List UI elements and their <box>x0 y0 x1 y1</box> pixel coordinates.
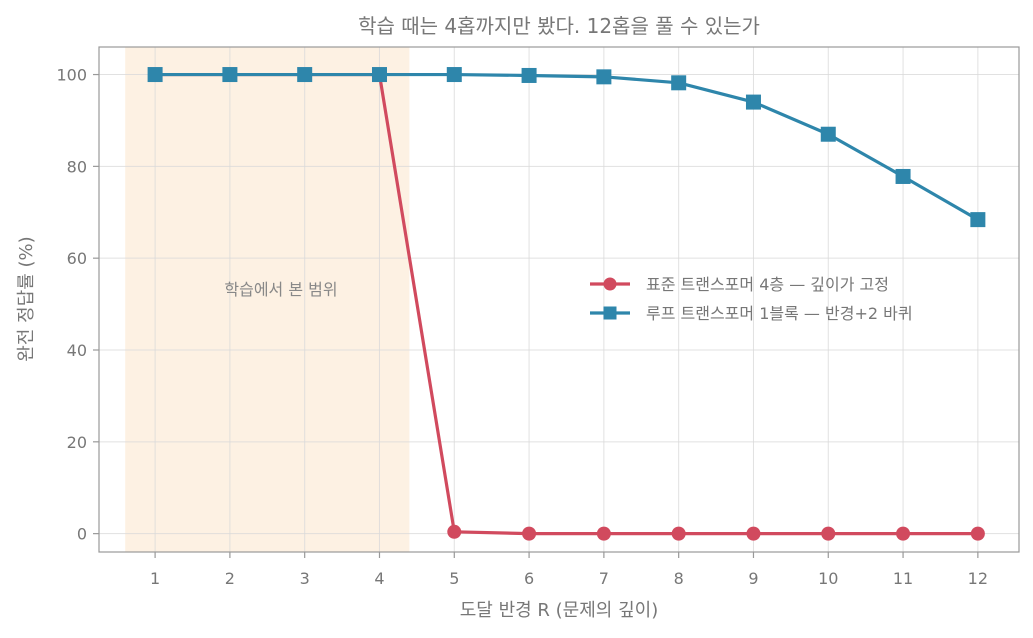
series-point-0 <box>522 526 537 541</box>
series-point-1 <box>895 168 911 184</box>
x-tick-label: 6 <box>524 569 534 588</box>
series-point-1 <box>222 67 238 83</box>
series-point-0 <box>596 526 611 541</box>
plot-frame <box>98 46 1020 553</box>
series-point-1 <box>820 126 836 142</box>
y-tick-label: 20 <box>67 433 87 452</box>
legend-label-standard: 표준 트랜스포머 4층 — 깊이가 고정 <box>646 275 889 294</box>
series-point-1 <box>147 67 163 83</box>
series-point-0 <box>671 526 686 541</box>
y-axis-label: 완전 정답률 (%) <box>16 236 37 361</box>
training-range-shade <box>125 47 410 552</box>
x-tick-label: 2 <box>225 569 235 588</box>
training-range-label: 학습에서 본 범위 <box>224 280 337 299</box>
series-point-0 <box>970 526 985 541</box>
series-point-1 <box>596 69 612 85</box>
series-point-1 <box>970 212 986 228</box>
x-axis-label: 도달 반경 R (문제의 깊이) <box>460 600 658 621</box>
x-tick-label: 12 <box>968 569 988 588</box>
legend-label-loop: 루프 트랜스포머 1블록 — 반경+2 바퀴 <box>646 304 913 323</box>
series-point-0 <box>447 524 462 539</box>
x-tick-label: 5 <box>449 569 459 588</box>
series-point-1 <box>745 94 761 110</box>
y-tick-label: 0 <box>77 525 87 544</box>
x-tick-label: 4 <box>374 569 384 588</box>
series-point-1 <box>371 67 387 83</box>
legend-entry-standard: 표준 트랜스포머 4층 — 깊이가 고정 <box>590 275 889 294</box>
series-point-1 <box>671 75 687 91</box>
legend-entry-loop: 루프 트랜스포머 1블록 — 반경+2 바퀴 <box>590 304 913 323</box>
grid-layer <box>99 47 1019 552</box>
series-point-0 <box>746 526 761 541</box>
legend: 표준 트랜스포머 4층 — 깊이가 고정 루프 트랜스포머 1블록 — 반경+2… <box>590 275 913 323</box>
series-point-0 <box>821 526 836 541</box>
series-layer <box>147 67 986 541</box>
series-point-1 <box>521 67 537 83</box>
x-tick-label: 10 <box>818 569 838 588</box>
y-tick-label: 80 <box>67 157 87 176</box>
x-tick-label: 9 <box>748 569 758 588</box>
series-point-1 <box>446 67 462 83</box>
series-point-1 <box>297 67 313 83</box>
shade-layer <box>125 47 410 552</box>
x-tick-label: 1 <box>150 569 160 588</box>
chart-title: 학습 때는 4홉까지만 봤다. 12홉을 풀 수 있는가 <box>358 14 760 38</box>
legend-marker-standard <box>603 277 617 291</box>
x-tick-label: 8 <box>674 569 684 588</box>
y-tick-label: 60 <box>67 249 87 268</box>
series-point-0 <box>896 526 911 541</box>
y-tick-label: 40 <box>67 341 87 360</box>
x-tick-label: 3 <box>300 569 310 588</box>
legend-marker-loop <box>603 306 617 320</box>
x-tick-label: 7 <box>599 569 609 588</box>
x-tick-label: 11 <box>893 569 913 588</box>
series-line-1 <box>155 72 979 222</box>
y-tick-label: 100 <box>56 66 87 85</box>
